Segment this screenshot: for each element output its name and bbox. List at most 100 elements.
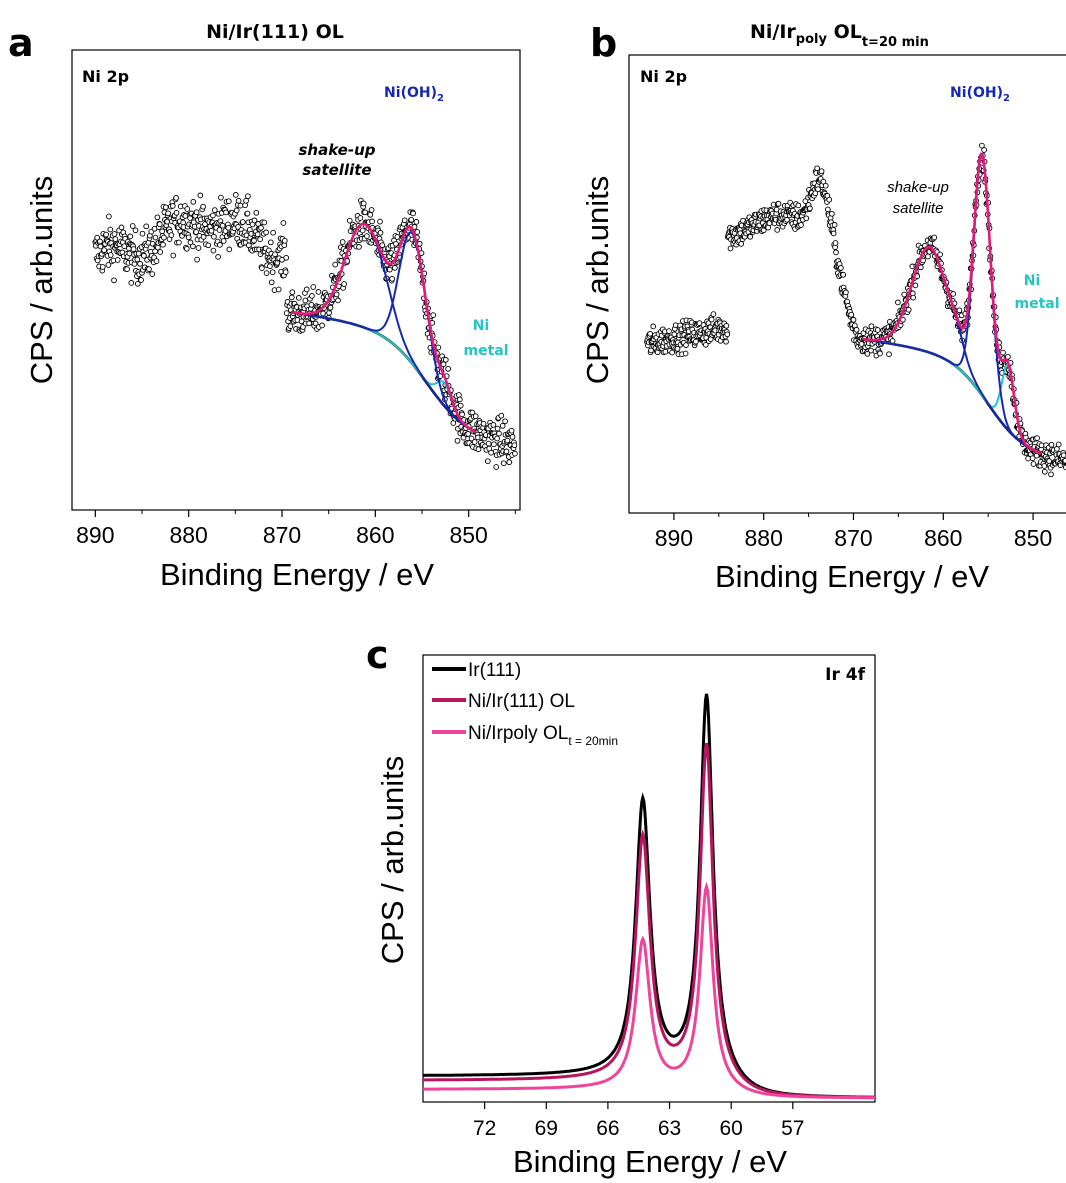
data-point xyxy=(848,311,855,318)
data-point xyxy=(220,238,227,244)
panel-c-xlabel: Binding Energy / eV xyxy=(513,1144,787,1179)
data-point xyxy=(195,245,202,251)
data-point xyxy=(200,203,206,210)
data-point xyxy=(235,197,242,204)
data-point xyxy=(818,168,825,175)
data-point xyxy=(288,294,295,301)
x-tick-label: 69 xyxy=(535,1117,558,1140)
data-point xyxy=(225,224,232,231)
data-point xyxy=(225,198,232,205)
data-point xyxy=(99,264,106,270)
data-point xyxy=(410,210,416,217)
data-point xyxy=(94,234,101,241)
data-point xyxy=(127,233,134,240)
data-point xyxy=(308,301,315,308)
x-tick-label: 890 xyxy=(76,522,114,548)
data-point xyxy=(211,233,217,240)
panel-a-letter: a xyxy=(8,21,34,65)
data-point xyxy=(319,322,325,329)
data-point xyxy=(493,464,500,470)
data-point xyxy=(138,277,144,283)
envelope-line xyxy=(862,152,1043,455)
spectrum-line xyxy=(423,881,875,1100)
data-point xyxy=(506,459,513,466)
data-point xyxy=(430,312,437,318)
data-point xyxy=(245,193,251,200)
x-tick-label: 60 xyxy=(720,1117,743,1140)
data-point xyxy=(491,441,497,448)
panel-c: c Ir 4f 72 69 66 63 60 57 Ir(111) Ni/Ir(111) … xyxy=(366,633,876,1179)
data-point xyxy=(327,304,334,311)
data-point xyxy=(107,252,114,258)
data-point xyxy=(303,286,310,293)
legend-label-ni-ir111: Ni/Ir(111) OL xyxy=(468,691,575,712)
data-point xyxy=(822,182,829,189)
data-point xyxy=(442,356,449,363)
data-point xyxy=(683,342,689,348)
data-point xyxy=(200,234,207,240)
panel-a-ylabel: CPS / arb.units xyxy=(24,176,59,384)
data-point xyxy=(362,209,368,216)
data-point xyxy=(454,437,461,444)
data-point xyxy=(775,200,782,207)
data-point xyxy=(335,297,341,304)
data-point xyxy=(105,262,112,268)
data-point xyxy=(490,422,497,428)
panel-a: a Ni/Ir(111) OL Ni 2p 890 880 870 860 850 Ni… xyxy=(8,21,521,592)
panel-c-letter: c xyxy=(366,633,389,677)
data-point xyxy=(275,286,282,293)
panel-b-metal-label-1: Ni xyxy=(1024,273,1041,289)
data-point xyxy=(468,435,475,442)
data-point xyxy=(149,271,156,277)
data-point xyxy=(727,245,734,252)
data-point xyxy=(193,229,199,235)
legend-label-ir111: Ir(111) xyxy=(468,660,521,681)
data-point xyxy=(784,216,790,223)
data-point xyxy=(210,212,216,219)
data-point xyxy=(159,228,165,235)
data-point xyxy=(280,220,287,226)
satellite-component xyxy=(862,246,1042,455)
data-point xyxy=(185,234,192,241)
data-point xyxy=(1000,349,1006,356)
data-point xyxy=(364,233,370,239)
data-point xyxy=(282,269,289,275)
data-point xyxy=(242,202,248,209)
data-point xyxy=(950,291,957,297)
data-point xyxy=(509,434,516,440)
data-point xyxy=(1041,468,1048,475)
data-point xyxy=(747,233,754,240)
data-point xyxy=(377,229,384,236)
data-point xyxy=(259,265,265,271)
panel-b-fit-curves xyxy=(862,152,1043,455)
x-tick-label: 890 xyxy=(655,525,693,551)
data-point xyxy=(253,209,260,216)
data-point xyxy=(868,347,874,354)
data-point xyxy=(465,431,472,437)
panel-b-ylabel: CPS / arb.units xyxy=(580,176,615,384)
data-point xyxy=(874,327,881,333)
data-point xyxy=(798,222,804,228)
data-point xyxy=(309,293,315,299)
data-point xyxy=(494,435,500,442)
data-point xyxy=(205,242,212,249)
data-point xyxy=(475,446,482,453)
data-point xyxy=(359,227,366,234)
data-point xyxy=(917,264,924,271)
data-point xyxy=(143,223,150,230)
data-point xyxy=(1029,455,1036,462)
data-point xyxy=(669,349,675,356)
data-point xyxy=(408,216,415,223)
data-point xyxy=(484,458,491,465)
data-point xyxy=(981,147,987,153)
data-point xyxy=(886,351,892,358)
data-point xyxy=(232,192,239,198)
data-point xyxy=(367,211,374,218)
data-point xyxy=(139,230,146,237)
data-point xyxy=(251,217,258,224)
data-point xyxy=(244,210,251,217)
data-point xyxy=(268,279,275,286)
data-point xyxy=(251,237,257,244)
data-point xyxy=(257,236,263,243)
data-point xyxy=(176,239,182,246)
